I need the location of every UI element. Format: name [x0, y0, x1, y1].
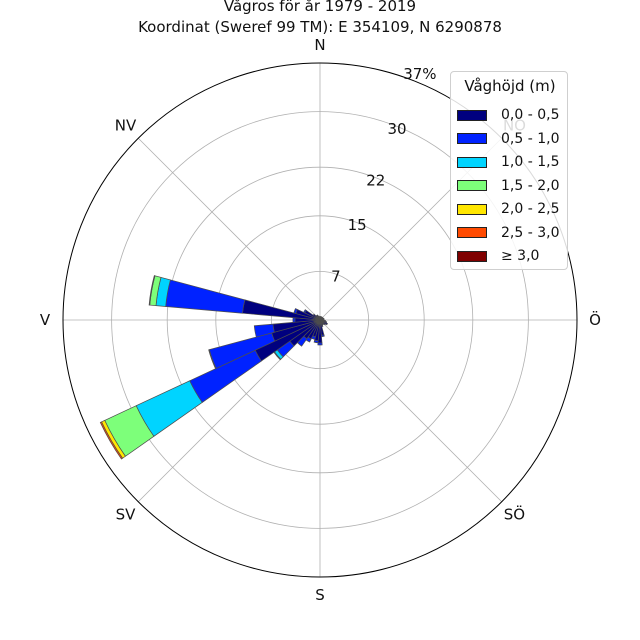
legend-label: 2,5 - 3,0: [501, 224, 560, 241]
legend-item: ≥ 3,0: [457, 246, 539, 266]
legend-label: ≥ 3,0: [501, 248, 540, 264]
legend-swatch: [457, 133, 487, 144]
legend-swatch: [457, 180, 487, 191]
direction-label: Ö: [589, 310, 601, 329]
wedge-segment: [313, 339, 319, 344]
wedge-segment: [165, 279, 246, 314]
legend-title: Våghöjd (m): [464, 77, 556, 95]
wedge-segment: [208, 349, 217, 370]
legend-item: 2,5 - 3,0: [457, 223, 559, 243]
legend-swatch: [457, 250, 487, 262]
grid-circle: [166, 166, 474, 474]
legend-item: 1,0 - 1,5: [457, 152, 559, 172]
chart-subtitle: Koordinat (Sweref 99 TM): E 354109, N 62…: [138, 18, 502, 36]
grid-circle: [270, 270, 370, 370]
legend-item: 0,0 - 0,5: [457, 105, 559, 125]
legend-swatch: [457, 227, 487, 238]
outer-circle: [62, 62, 578, 578]
chart-title: Vågros för år 1979 - 2019: [223, 0, 417, 15]
legend-item: 0,5 - 1,0: [457, 129, 559, 149]
wedge-segment: [303, 309, 307, 314]
direction-label: SÖ: [504, 504, 525, 523]
wedge-segment: [253, 323, 275, 338]
wedge-segment: [99, 421, 124, 460]
grid-circle: [215, 215, 425, 425]
direction-label: SV: [116, 505, 137, 523]
legend-label: 1,0 - 1,5: [501, 154, 560, 170]
legend-swatch: [457, 109, 487, 121]
radial-tick-label: 37%: [403, 65, 436, 83]
direction-label: S: [315, 586, 325, 604]
direction-label: V: [40, 311, 51, 329]
direction-label: N: [314, 36, 325, 54]
grid-spoke: [319, 319, 503, 503]
legend-swatch: [457, 156, 487, 168]
wedge-segment: [293, 308, 298, 314]
radial-tick-label: 30: [388, 120, 407, 138]
legend-label: 2,0 - 2,5: [501, 201, 560, 217]
grid-circle: [111, 111, 529, 529]
wedge-segment: [148, 275, 156, 306]
wedge-segment: [318, 316, 321, 321]
legend-label: 1,5 - 2,0: [501, 177, 560, 194]
legend-swatch: [457, 203, 487, 215]
legend-label: 0,5 - 1,0: [501, 130, 560, 147]
legend-label: 0,0 - 0,5: [501, 107, 560, 123]
radial-tick-label: 22: [366, 171, 385, 189]
legend: Våghöjd (m) 0,0 - 0,5 0,5 - 1,0 1,0 - 1,…: [450, 71, 568, 270]
grid-spoke: [137, 137, 321, 321]
radial-tick-label: 7: [331, 268, 341, 286]
radial-tick-label: 15: [348, 216, 367, 234]
wedge-segment: [317, 342, 323, 346]
direction-label: NV: [115, 117, 137, 135]
legend-item: 1,5 - 2,0: [457, 176, 559, 196]
wedge-segment: [292, 317, 296, 323]
legend-item: 2,0 - 2,5: [457, 199, 559, 219]
